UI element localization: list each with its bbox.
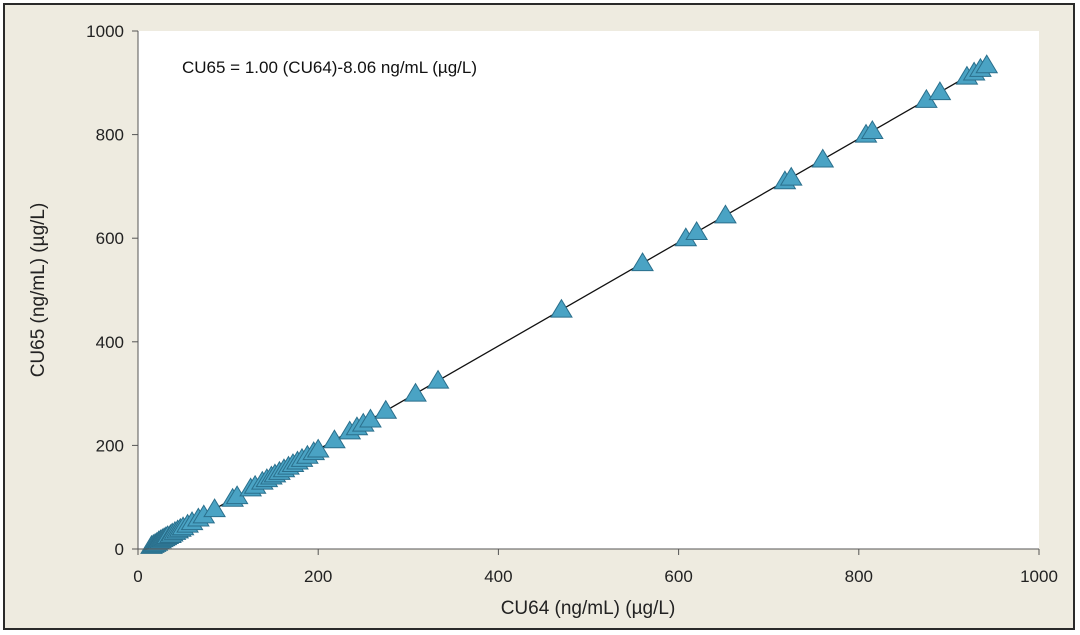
data-point: [975, 54, 999, 74]
y-axis-title: CU65 (ng/mL) (µg/L): [28, 203, 49, 378]
x-axis-ticks: 0 200 400 600 800 1000: [133, 549, 1058, 586]
x-tick-label: 1000: [1020, 567, 1058, 586]
data-point: [714, 204, 737, 224]
data-point: [779, 166, 803, 186]
x-tick-label: 800: [845, 567, 873, 586]
data-point: [374, 399, 398, 419]
y-tick-label: 200: [96, 436, 124, 455]
y-tick-label: 800: [96, 126, 124, 145]
data-point: [306, 438, 330, 458]
y-axis-ticks: 0 200 400 600 800 1000: [86, 22, 138, 559]
data-point: [631, 252, 654, 272]
data-point: [860, 120, 884, 139]
data-point: [928, 81, 952, 101]
x-tick-label: 200: [304, 567, 332, 586]
y-tick-label: 0: [115, 540, 124, 559]
y-tick-label: 400: [96, 333, 124, 352]
marks-layer: [140, 54, 999, 554]
y-tick-label: 1000: [86, 22, 124, 41]
x-tick-label: 600: [664, 567, 692, 586]
data-point: [550, 298, 573, 318]
y-tick-label: 600: [96, 229, 124, 248]
data-point: [685, 221, 709, 240]
data-point: [404, 382, 427, 402]
x-axis-title: CU64 (ng/mL) (µg/L): [501, 598, 676, 619]
x-tick-label: 0: [133, 567, 142, 586]
x-tick-label: 400: [484, 567, 512, 586]
data-point: [426, 369, 450, 389]
regression-equation: CU65 = 1.00 (CU64)-8.06 ng/mL (µg/L): [182, 58, 477, 77]
data-point: [811, 148, 835, 168]
data-point: [203, 498, 226, 518]
